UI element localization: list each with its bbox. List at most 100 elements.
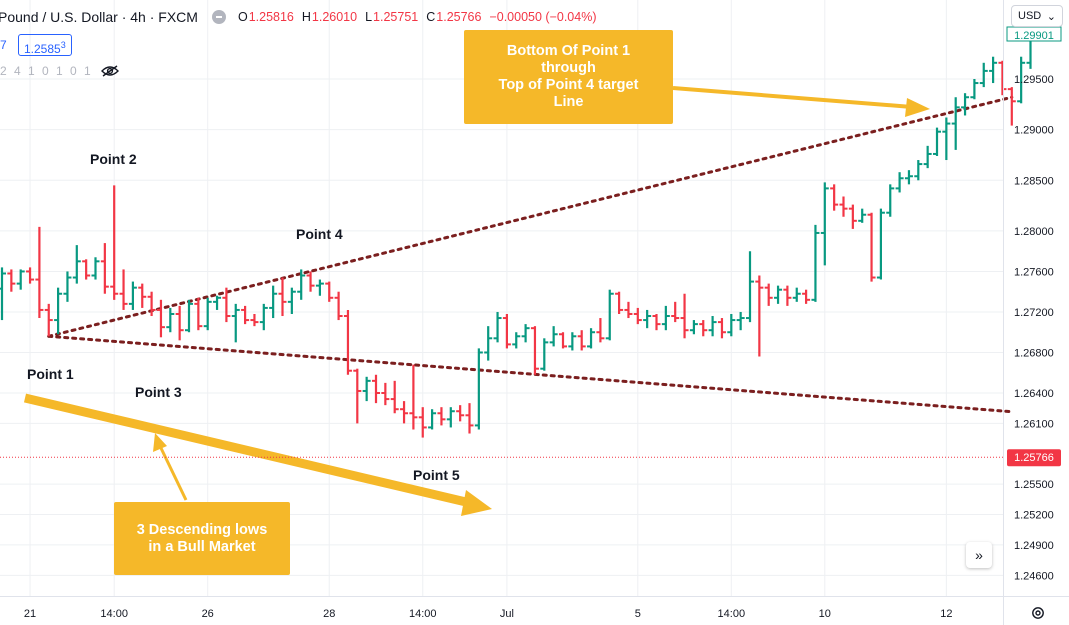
label-point-2[interactable]: Point 2 — [90, 151, 137, 167]
x-tick-label: 14:00 — [409, 608, 437, 620]
price-bars — [0, 33, 1035, 438]
ohlc-bar — [970, 79, 979, 100]
ohlc-bar — [278, 277, 287, 317]
last-price-label-bg — [1007, 449, 1061, 467]
label-point-3[interactable]: Point 3 — [135, 384, 182, 400]
ohlc-bar — [848, 204, 857, 229]
annotation-top-line-2: through — [541, 60, 596, 76]
ohlc-bar — [989, 56, 998, 84]
chevron-down-icon: ⌄ — [1046, 10, 1056, 23]
ohlc-bar — [904, 170, 913, 185]
ohlc-close: 1.25766 — [436, 10, 482, 24]
ohlc-bar — [44, 303, 53, 337]
ohlc-high-key: H — [301, 10, 311, 24]
ohlc-bar — [858, 208, 867, 223]
annotation-top-line-3: Top of Point 4 target — [498, 77, 639, 93]
buy-price-box[interactable]: 1.25853 — [18, 34, 72, 56]
ohlc-bar — [886, 184, 895, 217]
descending-arrow-head — [461, 490, 492, 516]
x-tick-label: 14:00 — [718, 608, 746, 620]
ohlc-bar — [998, 60, 1007, 96]
label-point-5[interactable]: Point 5 — [413, 467, 460, 483]
x-tick-label: 5 — [635, 608, 641, 620]
annotation-box-target-line[interactable]: Bottom Of Point 1 through Top of Point 4… — [464, 30, 673, 124]
ohlc-bar — [259, 303, 268, 331]
price-row-lead: 7 — [0, 38, 7, 52]
ohlc-bar — [156, 299, 165, 338]
top-price-label-bg — [1006, 26, 1062, 42]
ohlc-bar — [615, 291, 624, 314]
ohlc-bar — [736, 311, 745, 331]
ohlc-bar — [783, 285, 792, 306]
scroll-to-realtime-button[interactable]: » — [966, 542, 992, 568]
eye-hidden-icon[interactable] — [100, 65, 119, 77]
ohlc-bar — [502, 313, 511, 349]
ohlc-legend: O1.25816 H1.26010 L1.25751 C1.25766 −0.00050… — [238, 10, 605, 24]
ohlc-open: 1.25816 — [248, 10, 294, 24]
ohlc-bar — [213, 295, 222, 310]
x-tick-label: 12 — [940, 608, 952, 620]
ohlc-bar — [596, 318, 605, 343]
annotation-bottom-line-1: 3 Descending lows — [136, 521, 268, 538]
ohlc-bar — [0, 267, 6, 321]
ohlc-bar — [830, 184, 839, 211]
descending-arrow-shaft — [23, 393, 468, 507]
ohlc-low: 1.25751 — [373, 10, 419, 24]
x-tick-label: Jul — [500, 608, 514, 620]
annotation-box-descending-lows[interactable]: 3 Descending lows in a Bull Market — [114, 502, 290, 575]
y-tick-label: 1.28000 — [1014, 226, 1054, 238]
gear-icon[interactable] — [1030, 605, 1046, 621]
ohlc-bar — [867, 212, 876, 282]
ohlc-bar — [26, 267, 35, 284]
ohlc-bar — [343, 309, 352, 375]
currency-selector[interactable]: USD ⌄ — [1011, 5, 1063, 27]
ohlc-bar — [128, 281, 137, 310]
ohlc-bar — [961, 93, 970, 116]
ohlc-close-key: C — [426, 10, 436, 24]
ohlc-bar — [942, 117, 951, 161]
ohlc-bar — [708, 316, 717, 337]
currency-label: USD — [1018, 10, 1042, 22]
ohlc-bar — [774, 285, 783, 304]
ohlc-bar — [297, 269, 306, 300]
ohlc-bar — [876, 208, 885, 280]
symbol-status-icon[interactable] — [211, 10, 226, 24]
ohlc-bar — [362, 376, 371, 402]
double-chevron-right-icon: » — [975, 547, 983, 563]
y-tick-label: 1.27200 — [1014, 307, 1054, 319]
ohlc-bar — [175, 305, 184, 341]
ohlc-bar — [923, 145, 932, 169]
ohlc-bar — [7, 269, 16, 292]
ohlc-bar — [334, 291, 343, 321]
ohlc-bar — [16, 269, 25, 290]
ohlc-bar — [63, 271, 72, 302]
ohlc-bar — [437, 407, 446, 426]
label-point-4[interactable]: Point 4 — [296, 226, 343, 242]
ohlc-bar — [951, 97, 960, 150]
ohlc-bar — [269, 285, 278, 319]
ohlc-bar — [633, 307, 642, 325]
ohlc-bar — [493, 311, 502, 343]
buy-price-value: 1.2585 — [24, 42, 61, 56]
ohlc-bar — [110, 185, 119, 300]
ohlc-bar — [353, 368, 362, 424]
ohlc-bar — [727, 313, 736, 337]
label-point-1[interactable]: Point 1 — [27, 366, 74, 382]
ohlc-bar — [764, 283, 773, 306]
ohlc-bar — [119, 269, 128, 310]
ohlc-bar — [315, 279, 324, 296]
ohlc-bar — [474, 348, 483, 430]
ohlc-bar — [802, 289, 811, 304]
ohlc-bar — [325, 281, 334, 302]
ohlc-bar — [792, 287, 801, 302]
y-tick-label: 1.24600 — [1014, 570, 1054, 582]
symbol-title[interactable]: Pound / U.S. Dollar · 4h · FXCM — [0, 9, 198, 25]
ohlc-bar — [428, 409, 437, 430]
ohlc-bar — [755, 275, 764, 357]
chart-header: Pound / U.S. Dollar · 4h · FXCM O1.25816… — [0, 6, 604, 28]
ohlc-bar — [671, 301, 680, 323]
ohlc-bar — [250, 313, 259, 327]
ohlc-bar — [465, 403, 474, 434]
target-arrow-shaft — [672, 86, 913, 109]
